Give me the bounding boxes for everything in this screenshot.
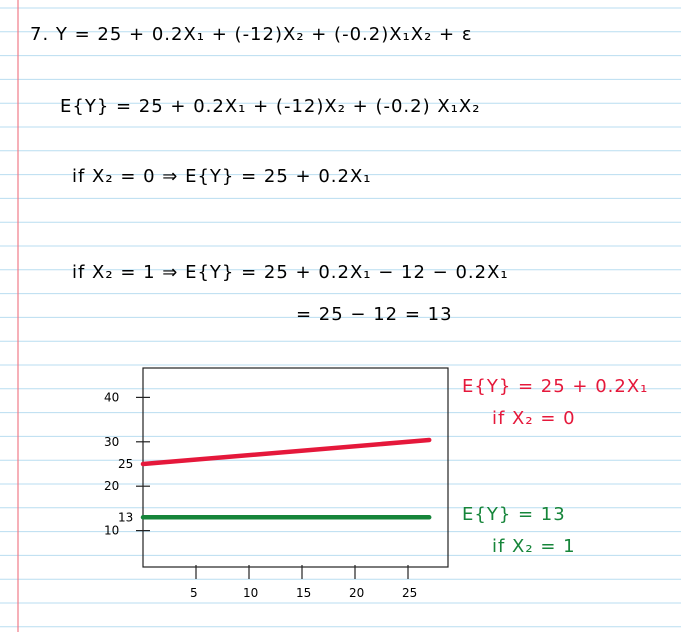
red-line-condition: if X₂ = 0 [492, 408, 576, 429]
green-line-equation: E{Y} = 13 [462, 504, 566, 525]
y-marked-label: 25 [118, 457, 133, 471]
sketched-chart: 40 30 20 10 25 13 5 10 15 20 25 [104, 367, 449, 600]
expected-value-equation: E{Y} = 25 + 0.2X₁ + (-12)X₂ + (-0.2) X₁X… [60, 96, 480, 117]
y-axis: 40 30 20 10 25 13 [104, 390, 150, 538]
y-tick-label: 20 [104, 479, 119, 493]
y-tick-label: 40 [104, 390, 119, 404]
case-x2-one: if X₂ = 1 ⇒ E{Y} = 25 + 0.2X₁ − 12 − 0.2… [72, 262, 509, 283]
case-x2-one-result: = 25 − 12 = 13 [296, 304, 453, 325]
y-tick-label: 10 [104, 524, 119, 538]
y-tick-label: 30 [104, 435, 119, 449]
x-axis: 5 10 15 20 25 [190, 565, 417, 600]
red-series-line [140, 437, 432, 467]
x-tick-label: 10 [243, 586, 258, 600]
plot-frame [142, 367, 449, 568]
x-tick-label: 25 [402, 586, 417, 600]
y-marked-label: 13 [118, 510, 133, 524]
x-tick-label: 15 [296, 586, 311, 600]
red-line-equation: E{Y} = 25 + 0.2X₁ [462, 376, 648, 397]
case-x2-zero: if X₂ = 0 ⇒ E{Y} = 25 + 0.2X₁ [72, 166, 372, 187]
series-lines [140, 437, 432, 520]
model-equation: 7. Y = 25 + 0.2X₁ + (-12)X₂ + (-0.2)X₁X₂… [30, 24, 473, 45]
ruled-lines [0, 7, 681, 628]
x-tick-label: 20 [349, 586, 364, 600]
green-line-condition: if X₂ = 1 [492, 536, 576, 557]
x-tick-label: 5 [190, 586, 198, 600]
